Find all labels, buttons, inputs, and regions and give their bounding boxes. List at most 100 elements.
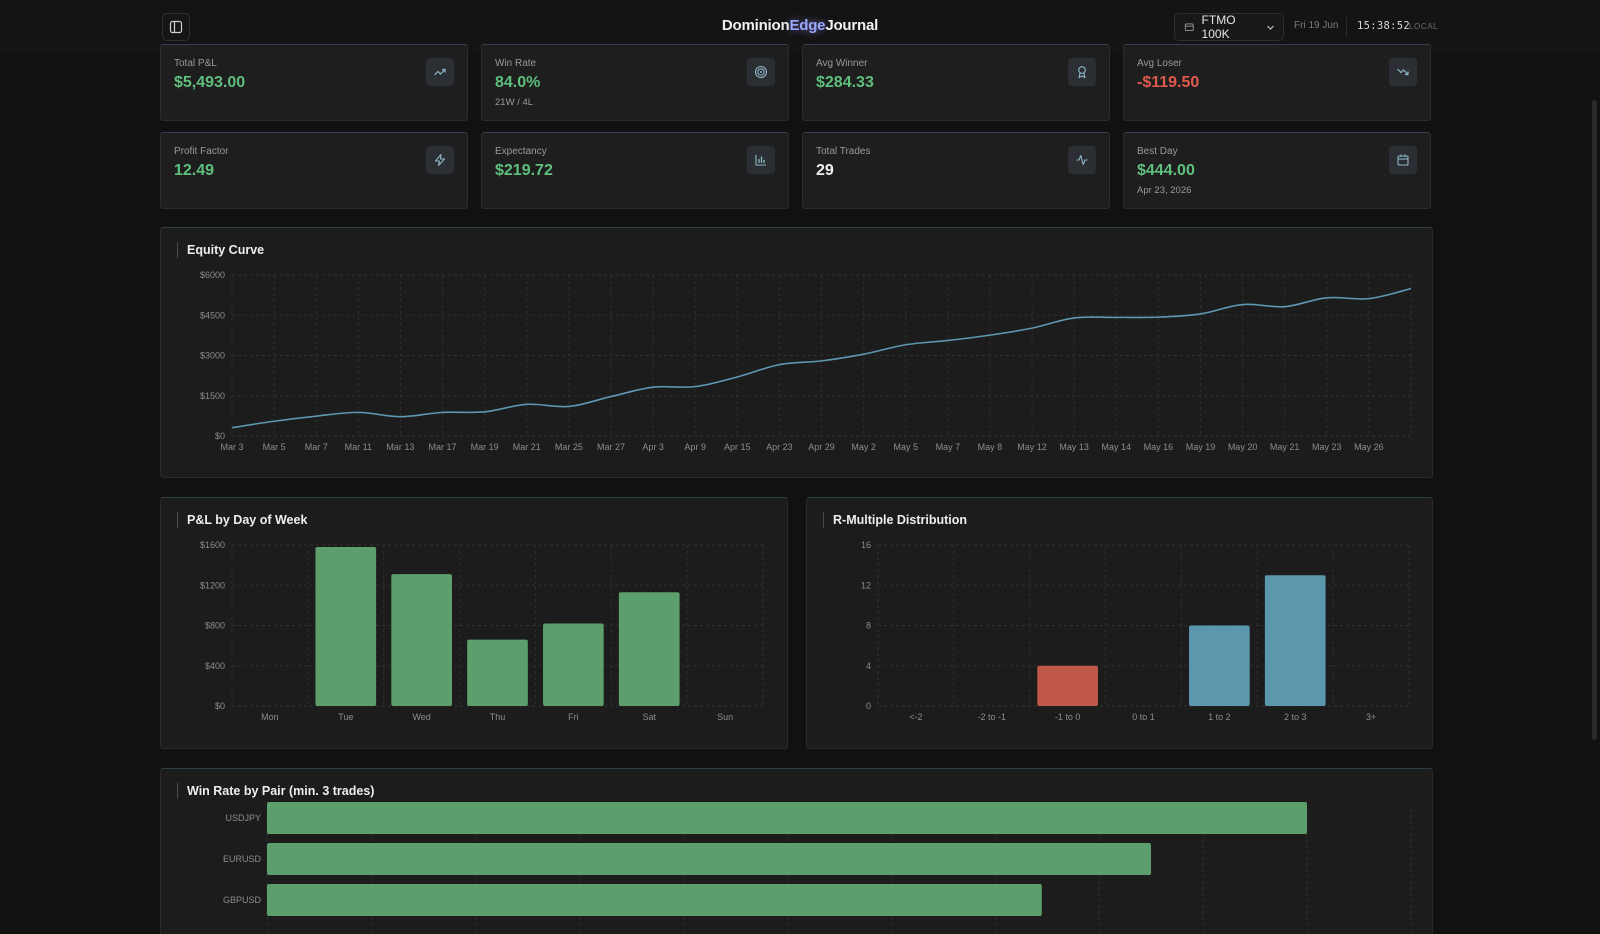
panel-title: Equity Curve — [177, 242, 264, 258]
stat-label: Expectancy — [495, 146, 547, 157]
stat-value: -$119.50 — [1137, 74, 1200, 91]
y-tick-label: $800 — [205, 621, 225, 631]
y-tick-label: $400 — [205, 661, 225, 671]
stat-label: Win Rate — [495, 58, 537, 69]
stat-subtext: 21W / 4L — [495, 97, 534, 108]
x-tick-label: 1 to 2 — [1208, 712, 1231, 722]
x-tick-label: Mar 13 — [386, 442, 414, 452]
x-tick-label: Mar 17 — [429, 442, 457, 452]
y-tick-label: 0 — [866, 701, 871, 711]
x-tick-label: 0 to 1 — [1132, 712, 1155, 722]
stat-value: 84.0% — [495, 74, 541, 91]
y-tick-label: 16 — [861, 540, 871, 550]
x-tick-label: Apr 15 — [724, 442, 751, 452]
target-icon — [747, 58, 775, 86]
x-tick-label: May 26 — [1354, 442, 1384, 452]
bar — [1189, 625, 1250, 706]
bar — [391, 574, 452, 706]
y-tick-label: $0 — [215, 701, 225, 711]
stat-card-expectancy: Expectancy $219.72 — [481, 132, 789, 209]
x-tick-label: May 23 — [1312, 442, 1342, 452]
x-tick-label: Apr 23 — [766, 442, 793, 452]
brand-logo[interactable]: DominionEdgeJournal — [721, 17, 879, 34]
y-tick-label: $3000 — [200, 351, 225, 361]
header-timezone: LOCAL — [1409, 22, 1439, 31]
panel-title: Win Rate by Pair (min. 3 trades) — [177, 783, 374, 799]
x-tick-label: Thu — [490, 712, 506, 722]
sidebar-toggle-button[interactable] — [162, 13, 190, 41]
bar — [267, 843, 1151, 875]
equity-line — [231, 287, 1412, 429]
zap-icon — [426, 146, 454, 174]
x-tick-label: Sun — [717, 712, 733, 722]
x-tick-label: Mar 25 — [555, 442, 583, 452]
bar — [543, 623, 604, 706]
win-rate-by-pair-chart[interactable]: USDJPY EURUSD GBPUSD — [161, 769, 1434, 934]
y-tick-label: USDJPY — [225, 813, 261, 823]
y-tick-label: GBPUSD — [223, 895, 262, 905]
y-tick-label: $1500 — [200, 391, 225, 401]
y-tick-label: 12 — [861, 580, 871, 590]
x-tick-label: May 8 — [978, 442, 1003, 452]
bar — [467, 639, 528, 706]
stat-card-avg-loser: Avg Loser -$119.50 — [1123, 44, 1431, 121]
stat-value: $5,493.00 — [174, 74, 246, 91]
x-tick-label: -2 to -1 — [978, 712, 1007, 722]
x-tick-label: Mar 5 — [263, 442, 286, 452]
y-tick-label: $4500 — [200, 310, 225, 320]
stat-label: Profit Factor — [174, 146, 229, 157]
scrollbar-thumb[interactable] — [1592, 100, 1597, 740]
equity-curve-panel: Equity Curve $0 $1500 $3000 $4500 $6000 Mar 3… — [160, 227, 1433, 478]
x-tick-label: Mar 7 — [305, 442, 328, 452]
stat-value: $219.72 — [495, 162, 553, 179]
x-tick-label: Mar 11 — [345, 442, 372, 452]
y-tick-label: $6000 — [200, 270, 225, 280]
bar-chart-icon — [747, 146, 775, 174]
x-tick-label: May 5 — [893, 442, 918, 452]
stat-label: Total P&L — [174, 58, 217, 69]
x-tick-label: Apr 9 — [684, 442, 706, 452]
y-tick-label: $0 — [215, 431, 225, 441]
x-tick-label: -1 to 0 — [1055, 712, 1081, 722]
x-tick-label: Fri — [568, 712, 579, 722]
header-date: Fri 19 Jun — [1294, 20, 1339, 31]
stat-card-total-trades: Total Trades 29 — [802, 132, 1110, 209]
x-tick-label: Mar 19 — [471, 442, 499, 452]
stat-value: 29 — [816, 162, 834, 179]
pnl-by-day-chart[interactable]: $0 $400 $800 $1200 $1600 Mon Tue Wed Thu Fri Sat Su… — [161, 498, 789, 750]
x-tick-label: 3+ — [1366, 712, 1376, 722]
stat-value: $444.00 — [1137, 162, 1195, 179]
equity-curve-chart[interactable]: $0 $1500 $3000 $4500 $6000 Mar 3 Mar 5 Mar 7 Mar… — [161, 228, 1434, 479]
x-tick-label: Tue — [338, 712, 353, 722]
x-tick-label: Apr 29 — [808, 442, 835, 452]
bar — [315, 547, 377, 706]
x-tick-label: May 14 — [1101, 442, 1131, 452]
bar — [1037, 665, 1098, 706]
x-tick-label: Mar 27 — [597, 442, 625, 452]
header-divider — [1346, 17, 1347, 37]
x-tick-label: Mar 21 — [513, 442, 541, 452]
account-select[interactable]: FTMO 100K — [1174, 13, 1284, 41]
header-clock: 15:38:52 — [1357, 20, 1410, 32]
x-tick-label: May 16 — [1144, 442, 1174, 452]
trending-down-icon — [1389, 58, 1417, 86]
x-tick-label: Mon — [261, 712, 279, 722]
account-select-value: FTMO 100K — [1201, 13, 1236, 41]
x-tick-label: Mar 3 — [220, 442, 243, 452]
win-rate-by-pair-panel: Win Rate by Pair (min. 3 trades) USDJPY E… — [160, 768, 1433, 934]
x-tick-label: May 7 — [936, 442, 961, 452]
x-tick-label: <-2 — [909, 712, 922, 722]
y-tick-label: EURUSD — [223, 854, 262, 864]
stat-card-win-rate: Win Rate 84.0% 21W / 4L — [481, 44, 789, 121]
stat-value: $284.33 — [816, 74, 874, 91]
bar — [267, 884, 1042, 916]
y-tick-label: 8 — [866, 621, 871, 631]
r-multiple-panel: R-Multiple Distribution 0 4 8 12 16 <-2 -2 to … — [806, 497, 1433, 749]
x-tick-label: May 13 — [1059, 442, 1089, 452]
r-multiple-chart[interactable]: 0 4 8 12 16 <-2 -2 to -1 -1 to 0 0 to 1 1 to 2 2 t… — [807, 498, 1434, 750]
stat-card-best-day: Best Day $444.00 Apr 23, 2026 — [1123, 132, 1431, 209]
stat-card-profit-factor: Profit Factor 12.49 — [160, 132, 468, 209]
activity-icon — [1068, 146, 1096, 174]
stat-card-avg-winner: Avg Winner $284.33 — [802, 44, 1110, 121]
stat-label: Best Day — [1137, 146, 1178, 157]
